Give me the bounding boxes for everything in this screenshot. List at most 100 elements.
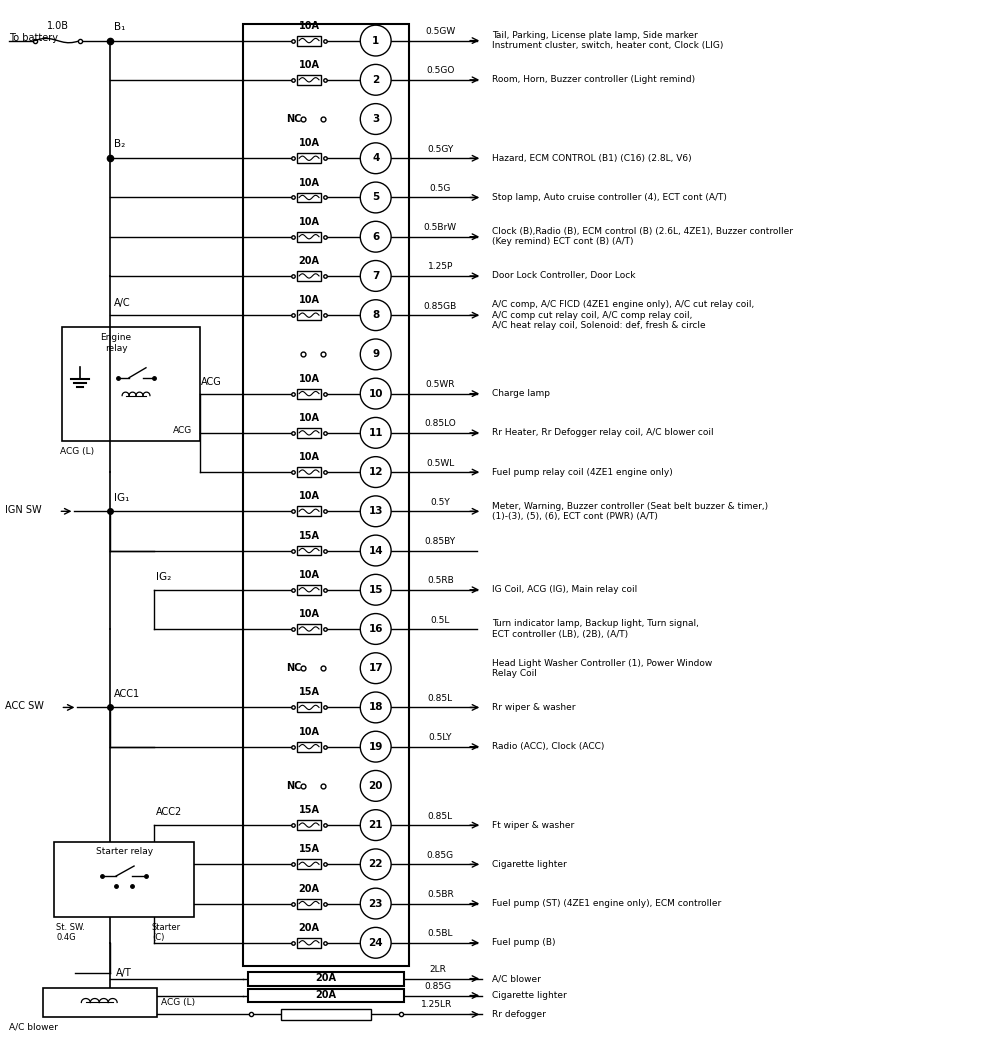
Text: 2: 2 (372, 75, 379, 85)
Text: A/C: A/C (114, 298, 131, 309)
Text: 10A: 10A (299, 21, 320, 31)
Text: 7: 7 (372, 271, 379, 281)
Circle shape (360, 731, 391, 762)
Text: 15A: 15A (299, 688, 320, 697)
Circle shape (360, 928, 391, 958)
Text: B₂: B₂ (114, 139, 125, 150)
Text: 9: 9 (372, 350, 379, 359)
Text: 10: 10 (368, 389, 383, 399)
Text: 0.5GW: 0.5GW (425, 27, 455, 36)
Text: 10A: 10A (299, 570, 320, 580)
Text: Rr Heater, Rr Defogger relay coil, A/C blower coil: Rr Heater, Rr Defogger relay coil, A/C b… (492, 429, 714, 437)
Text: 5: 5 (372, 193, 379, 202)
Text: 13: 13 (368, 506, 383, 516)
Text: 0.5GY: 0.5GY (427, 144, 453, 154)
Text: Door Lock Controller, Door Lock: Door Lock Controller, Door Lock (492, 272, 636, 280)
Text: 0.85G: 0.85G (427, 851, 454, 860)
Text: 10A: 10A (299, 138, 320, 148)
Text: 20A: 20A (315, 973, 336, 982)
Text: A/T: A/T (116, 968, 132, 977)
Bar (297, 271, 321, 281)
Text: 16: 16 (368, 624, 383, 634)
Bar (297, 75, 321, 85)
Bar (297, 584, 321, 595)
Text: A/C blower: A/C blower (9, 1022, 58, 1031)
Text: 19: 19 (369, 741, 383, 752)
Text: 0.85L: 0.85L (428, 812, 453, 820)
Text: 0.85GB: 0.85GB (424, 302, 457, 311)
Text: 0.85G: 0.85G (424, 981, 451, 991)
Text: ACC1: ACC1 (114, 690, 140, 699)
Bar (62, 326, 200, 441)
Text: 0.5WR: 0.5WR (426, 380, 455, 390)
Text: A/C blower: A/C blower (492, 974, 541, 984)
Text: Room, Horn, Buzzer controller (Light remind): Room, Horn, Buzzer controller (Light rem… (492, 76, 695, 84)
Bar (297, 428, 321, 438)
Text: 15A: 15A (299, 806, 320, 815)
Text: Cigarette lighter: Cigarette lighter (492, 860, 567, 869)
Circle shape (360, 849, 391, 879)
Text: 10A: 10A (299, 60, 320, 69)
Bar (297, 193, 321, 202)
Circle shape (360, 260, 391, 292)
Bar (248, 989, 404, 1002)
Circle shape (360, 614, 391, 644)
Text: Starter relay: Starter relay (96, 848, 153, 856)
Bar (297, 468, 321, 477)
Text: ACG: ACG (172, 425, 192, 435)
Bar (297, 820, 321, 830)
Circle shape (360, 535, 391, 565)
Text: 6: 6 (372, 232, 379, 242)
Circle shape (360, 692, 391, 722)
Text: 10A: 10A (299, 609, 320, 619)
Text: 10A: 10A (299, 452, 320, 462)
Text: 0.5BR: 0.5BR (427, 890, 454, 899)
Circle shape (360, 574, 391, 605)
Text: 10A: 10A (299, 413, 320, 423)
Text: Rr defogger: Rr defogger (492, 1010, 546, 1019)
Circle shape (360, 771, 391, 801)
Text: ACG: ACG (201, 377, 221, 386)
Text: 1: 1 (372, 36, 379, 45)
Text: 1.25LR: 1.25LR (421, 1000, 452, 1010)
Circle shape (360, 496, 391, 526)
Text: 20A: 20A (315, 990, 336, 999)
Bar (297, 311, 321, 320)
Text: B₁: B₁ (114, 22, 126, 32)
Text: Stop lamp, Auto cruise controller (4), ECT cont (A/T): Stop lamp, Auto cruise controller (4), E… (492, 193, 727, 202)
Text: 14: 14 (368, 545, 383, 556)
Text: 0.85BY: 0.85BY (425, 537, 456, 547)
Text: IGN SW: IGN SW (5, 505, 41, 515)
Text: 3: 3 (372, 114, 379, 124)
Bar (243, 23, 409, 966)
Bar (297, 898, 321, 909)
Circle shape (360, 300, 391, 331)
Text: Head Light Washer Controller (1), Power Window
Relay Coil: Head Light Washer Controller (1), Power … (492, 658, 712, 678)
Text: Ft wiper & washer: Ft wiper & washer (492, 820, 574, 830)
Bar (297, 506, 321, 516)
Text: 10A: 10A (299, 178, 320, 187)
Text: 1.0B: 1.0B (46, 21, 68, 31)
Bar (297, 741, 321, 752)
Text: IG Coil, ACG (IG), Main relay coil: IG Coil, ACG (IG), Main relay coil (492, 585, 637, 594)
Text: 0.5BL: 0.5BL (428, 930, 453, 938)
Text: 17: 17 (368, 663, 383, 673)
Bar (297, 389, 321, 399)
Text: Starter: Starter (152, 923, 181, 933)
Text: 18: 18 (368, 702, 383, 713)
Circle shape (360, 457, 391, 488)
Text: Tail, Parking, License plate lamp, Side marker
Instrument cluster, switch, heate: Tail, Parking, License plate lamp, Side … (492, 31, 723, 51)
Circle shape (360, 653, 391, 683)
Text: (C): (C) (152, 933, 164, 942)
Text: ACG (L): ACG (L) (161, 998, 195, 1007)
Circle shape (360, 64, 391, 95)
Text: 8: 8 (372, 311, 379, 320)
Circle shape (360, 339, 391, 370)
Text: 10A: 10A (299, 374, 320, 383)
Circle shape (360, 417, 391, 449)
Text: 10A: 10A (299, 217, 320, 226)
Text: 10A: 10A (299, 295, 320, 305)
Text: 21: 21 (368, 820, 383, 830)
Text: IG₁: IG₁ (114, 494, 130, 503)
Text: 20A: 20A (299, 256, 320, 266)
